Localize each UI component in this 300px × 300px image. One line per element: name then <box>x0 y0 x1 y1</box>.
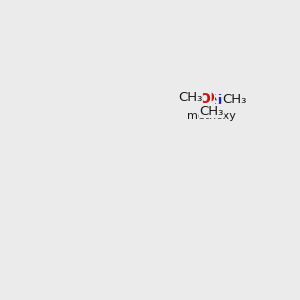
Text: methoxy: methoxy <box>187 111 236 121</box>
Text: N: N <box>211 96 223 110</box>
Text: O: O <box>206 101 218 116</box>
Text: CH₃: CH₃ <box>178 91 202 104</box>
Text: N: N <box>211 93 223 107</box>
Text: CH₃: CH₃ <box>222 94 247 106</box>
Text: O: O <box>199 92 211 106</box>
Text: CH₃: CH₃ <box>200 104 224 118</box>
Text: O: O <box>202 91 214 105</box>
